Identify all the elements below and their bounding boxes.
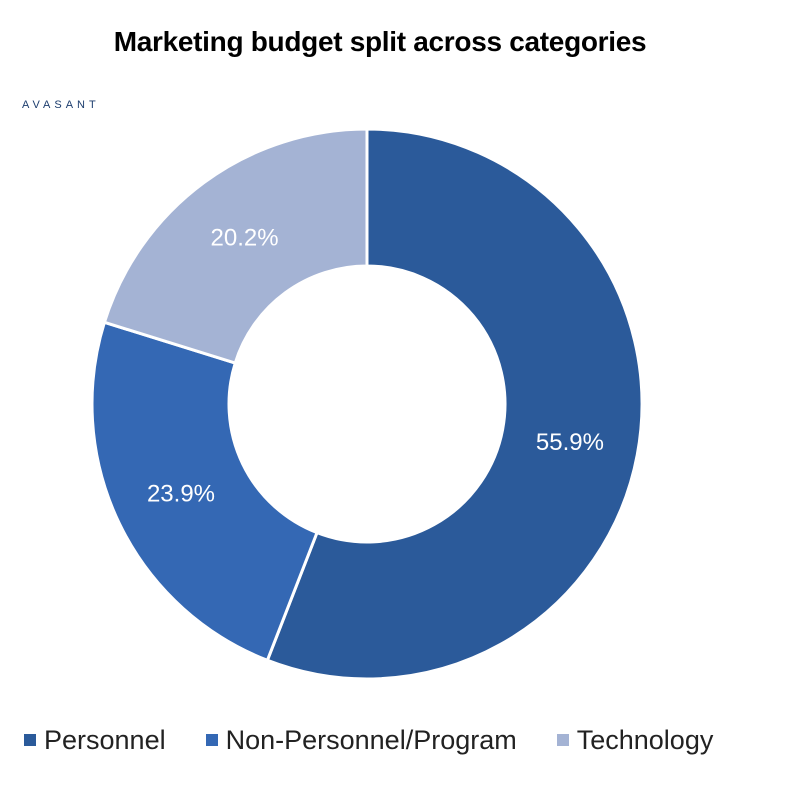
labels-group: 55.9% 23.9% 20.2% [147, 225, 604, 508]
legend-item-personnel: Personnel [24, 725, 166, 756]
legend-item-non-personnel: Non-Personnel/Program [205, 724, 517, 756]
slice-technology [102, 127, 369, 365]
slice-label-non-personnel: 23.9% [147, 481, 215, 508]
slices-group [90, 127, 644, 681]
slice-personnel [265, 127, 644, 681]
slice-label-personnel: 55.9% [536, 429, 604, 456]
legend-label-technology: Technology [576, 724, 714, 755]
legend-swatch-non-personnel [205, 734, 218, 746]
legend-label-personnel: Personnel [44, 724, 166, 755]
legend: Personnel Non-Personnel/Program Technolo… [24, 720, 784, 760]
legend-swatch-technology [556, 734, 569, 746]
slice-label-technology: 20.2% [211, 225, 279, 252]
legend-swatch-personnel [24, 734, 36, 746]
chart-title: Marketing budget split across categories [113, 26, 647, 57]
slice-non-personnel [90, 320, 319, 663]
legend-label-non-personnel: Non-Personnel/Program [225, 724, 517, 755]
brand-logo-text: AVASANT [22, 99, 100, 111]
legend-item-technology: Technology [556, 724, 714, 756]
